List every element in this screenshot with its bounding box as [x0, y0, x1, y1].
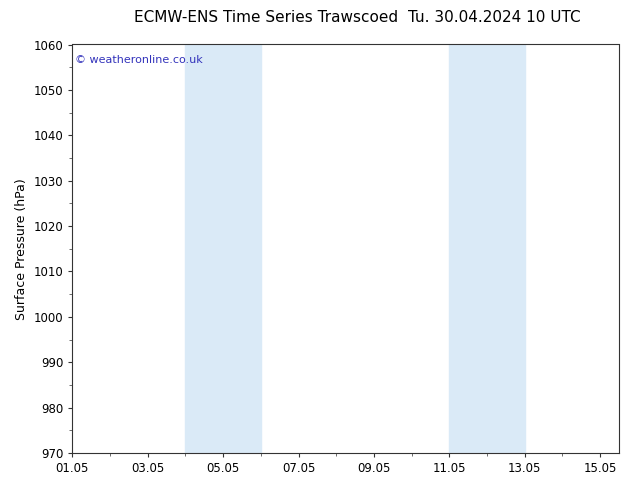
- Bar: [223, 45, 261, 453]
- Text: ECMW-ENS Time Series Trawscoed: ECMW-ENS Time Series Trawscoed: [134, 10, 398, 25]
- Bar: [487, 45, 525, 453]
- Bar: [450, 45, 487, 453]
- Bar: [185, 45, 223, 453]
- Text: © weatheronline.co.uk: © weatheronline.co.uk: [75, 55, 203, 65]
- Y-axis label: Surface Pressure (hPa): Surface Pressure (hPa): [15, 178, 28, 319]
- Text: Tu. 30.04.2024 10 UTC: Tu. 30.04.2024 10 UTC: [408, 10, 581, 25]
